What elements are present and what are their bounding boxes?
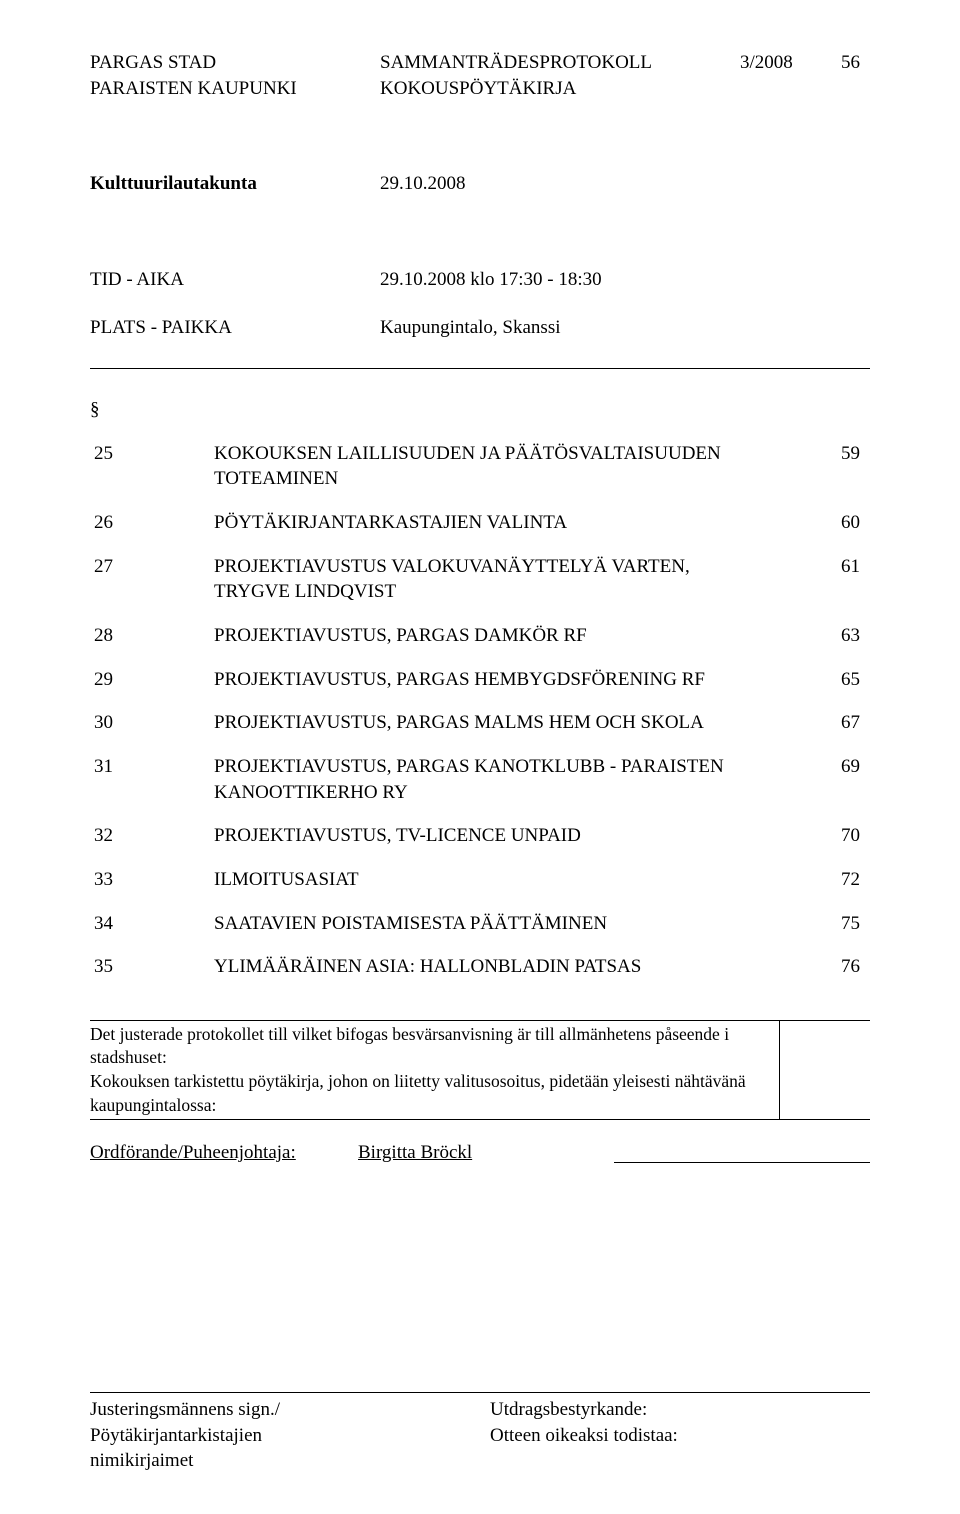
toc-title: ILMOITUSASIAT (214, 867, 774, 893)
toc: 25 KOKOUKSEN LAILLISUUDEN JA PÄÄTÖSVALTA… (90, 441, 870, 980)
committee-date: 29.10.2008 (380, 171, 466, 197)
committee-name: Kulttuurilautakunta (90, 171, 380, 197)
footer-right-line2: Otteen oikeaksi todistaa: (490, 1423, 870, 1449)
toc-page: 76 (774, 954, 870, 980)
toc-row: 30 PROJEKTIAVUSTUS, PARGAS MALMS HEM OCH… (90, 710, 870, 736)
plats-value: Kaupungintalo, Skanssi (380, 315, 561, 341)
notice-line1: Det justerade protokollet till vilket bi… (90, 1023, 773, 1070)
toc-page: 60 (774, 510, 870, 536)
toc-page: 72 (774, 867, 870, 893)
chair-label: Ordförande/Puheenjohtaja: (90, 1140, 340, 1166)
toc-title: PROJEKTIAVUSTUS VALOKUVANÄYTTELYÄ VARTEN… (214, 554, 774, 605)
header-org-line2: PARAISTEN KAUPUNKI (90, 76, 380, 102)
tid-label: TID - AIKA (90, 267, 380, 293)
page: PARGAS STAD PARAISTEN KAUPUNKI SAMMANTRÄ… (0, 0, 960, 1514)
toc-title: PROJEKTIAVUSTUS, PARGAS MALMS HEM OCH SK… (214, 710, 774, 736)
page-footer: Justeringsmännens sign./ Pöytäkirjantark… (90, 1392, 870, 1474)
header-org-line1: PARGAS STAD (90, 50, 380, 76)
plats-label: PLATS - PAIKKA (90, 315, 380, 341)
notice-block: Det justerade protokollet till vilket bi… (90, 1020, 870, 1121)
toc-num: 28 (90, 623, 214, 649)
document-header: PARGAS STAD PARAISTEN KAUPUNKI SAMMANTRÄ… (90, 50, 870, 101)
header-doc-line2: KOKOUSPÖYTÄKIRJA (380, 76, 740, 102)
toc-num: 26 (90, 510, 214, 536)
header-doctype: SAMMANTRÄDESPROTOKOLL KOKOUSPÖYTÄKIRJA (380, 50, 740, 101)
toc-page: 59 (774, 441, 870, 467)
toc-row: 29 PROJEKTIAVUSTUS, PARGAS HEMBYGDSFÖREN… (90, 667, 870, 693)
footer-left-line3: nimikirjaimet (90, 1448, 490, 1474)
signature-line (614, 1140, 870, 1163)
toc-row: 28 PROJEKTIAVUSTUS, PARGAS DAMKÖR RF 63 (90, 623, 870, 649)
toc-row: 34 SAATAVIEN POISTAMISESTA PÄÄTTÄMINEN 7… (90, 911, 870, 937)
header-doc-line1: SAMMANTRÄDESPROTOKOLL (380, 50, 740, 76)
toc-page: 65 (774, 667, 870, 693)
tid-row: TID - AIKA 29.10.2008 klo 17:30 - 18:30 (90, 267, 870, 293)
page-number: 56 (810, 50, 870, 101)
footer-left-line2: Pöytäkirjantarkistajien (90, 1423, 490, 1449)
toc-num: 30 (90, 710, 214, 736)
toc-title: PROJEKTIAVUSTUS, PARGAS HEMBYGDSFÖRENING… (214, 667, 774, 693)
toc-title: KOKOUKSEN LAILLISUUDEN JA PÄÄTÖSVALTAISU… (214, 441, 774, 492)
toc-row: 27 PROJEKTIAVUSTUS VALOKUVANÄYTTELYÄ VAR… (90, 554, 870, 605)
toc-row: 31 PROJEKTIAVUSTUS, PARGAS KANOTKLUBB - … (90, 754, 870, 805)
toc-num: 34 (90, 911, 214, 937)
notice-text: Det justerade protokollet till vilket bi… (90, 1021, 780, 1120)
footer-left-line1: Justeringsmännens sign./ (90, 1397, 490, 1423)
toc-num: 32 (90, 823, 214, 849)
toc-title: PROJEKTIAVUSTUS, PARGAS KANOTKLUBB - PAR… (214, 754, 774, 805)
toc-row: 33 ILMOITUSASIAT 72 (90, 867, 870, 893)
toc-num: 31 (90, 754, 214, 780)
toc-num: 33 (90, 867, 214, 893)
toc-title: PÖYTÄKIRJANTARKASTAJIEN VALINTA (214, 510, 774, 536)
toc-row: 35 YLIMÄÄRÄINEN ASIA: HALLONBLADIN PATSA… (90, 954, 870, 980)
plats-row: PLATS - PAIKKA Kaupungintalo, Skanssi (90, 315, 870, 341)
footer-right-line1: Utdragsbestyrkande: (490, 1397, 870, 1423)
toc-title: SAATAVIEN POISTAMISESTA PÄÄTTÄMINEN (214, 911, 774, 937)
toc-num: 29 (90, 667, 214, 693)
toc-page: 61 (774, 554, 870, 580)
toc-num: 35 (90, 954, 214, 980)
toc-title: PROJEKTIAVUSTUS, PARGAS DAMKÖR RF (214, 623, 774, 649)
header-org: PARGAS STAD PARAISTEN KAUPUNKI (90, 50, 380, 101)
footer-divider (90, 1392, 870, 1393)
toc-row: 26 PÖYTÄKIRJANTARKASTAJIEN VALINTA 60 (90, 510, 870, 536)
toc-title: PROJEKTIAVUSTUS, TV-LICENCE UNPAID (214, 823, 774, 849)
toc-title: YLIMÄÄRÄINEN ASIA: HALLONBLADIN PATSAS (214, 954, 774, 980)
section-sign: § (90, 397, 870, 423)
toc-num: 25 (90, 441, 214, 467)
toc-num: 27 (90, 554, 214, 580)
notice-empty-box (780, 1021, 870, 1120)
chair-name: Birgitta Bröckl (358, 1140, 614, 1166)
header-issue: 3/2008 (740, 50, 810, 101)
chair-signature-row: Ordförande/Puheenjohtaja: Birgitta Bröck… (90, 1140, 870, 1166)
footer-right: Utdragsbestyrkande: Otteen oikeaksi todi… (490, 1397, 870, 1474)
toc-row: 25 KOKOUKSEN LAILLISUUDEN JA PÄÄTÖSVALTA… (90, 441, 870, 492)
toc-page: 67 (774, 710, 870, 736)
notice-line2: Kokouksen tarkistettu pöytäkirja, johon … (90, 1070, 773, 1117)
toc-page: 75 (774, 911, 870, 937)
footer-left: Justeringsmännens sign./ Pöytäkirjantark… (90, 1397, 490, 1474)
toc-page: 69 (774, 754, 870, 780)
toc-page: 63 (774, 623, 870, 649)
toc-row: 32 PROJEKTIAVUSTUS, TV-LICENCE UNPAID 70 (90, 823, 870, 849)
divider (90, 368, 870, 369)
committee-row: Kulttuurilautakunta 29.10.2008 (90, 171, 870, 197)
tid-value: 29.10.2008 klo 17:30 - 18:30 (380, 267, 602, 293)
toc-page: 70 (774, 823, 870, 849)
